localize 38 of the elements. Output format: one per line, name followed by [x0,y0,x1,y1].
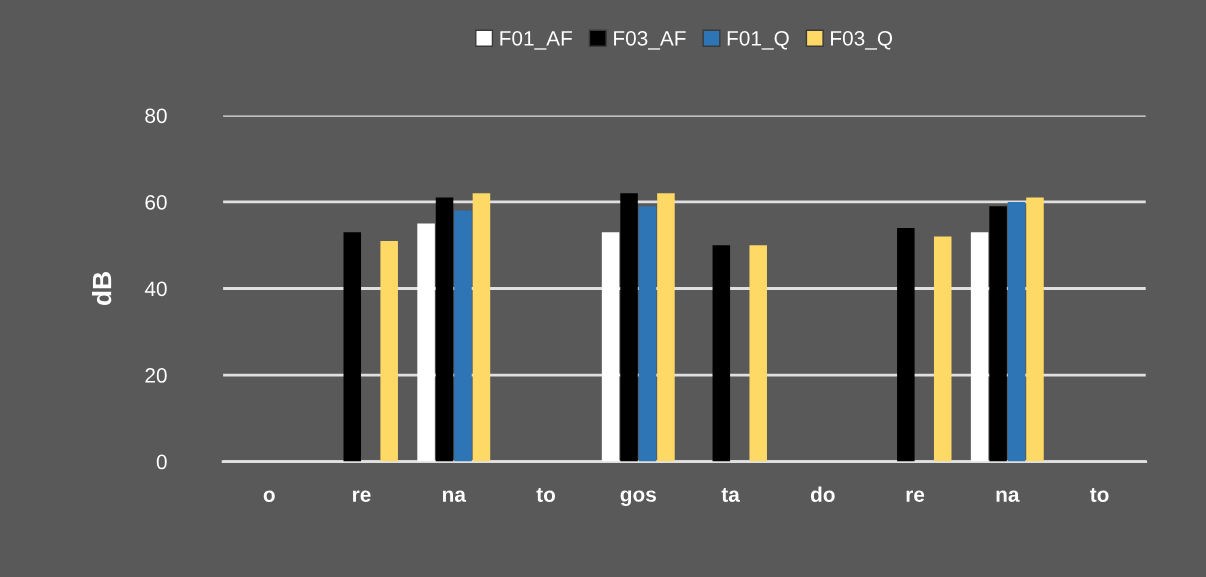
x-tick-label: to [1089,488,1109,502]
x-tick-label: re [353,490,371,502]
y-tick-label: 60 [145,194,167,210]
bar [601,232,620,462]
y-axis-title: dB [92,272,112,305]
bar [472,193,491,462]
bar [620,193,638,462]
bar [712,245,731,462]
y-tick-label: 0 [156,454,167,470]
bar [897,227,915,462]
bar [435,197,454,462]
y-tick-label: 20 [145,368,167,383]
bar [933,236,952,462]
bar [417,223,435,462]
bar [343,232,362,462]
bar [749,245,767,462]
bar [989,206,1007,462]
legend-label: F01_AF [500,30,572,50]
bar [1026,197,1044,462]
legend-label: F03_AF [614,30,686,50]
y-tick-label: 80 [145,108,167,124]
bar [454,210,472,462]
x-tick-label: ta [721,488,740,502]
bar [380,240,398,462]
y-tick-label: 40 [144,281,167,297]
x-tick-label: re [906,490,925,502]
bar [970,232,989,462]
legend-label: F01_Q [727,30,789,50]
x-tick-label: gos [620,490,656,507]
bar [657,193,675,462]
x-tick-label: do [810,486,835,502]
bar [638,206,657,462]
x-tick-label: to [536,488,556,502]
bar [1007,201,1026,462]
legend-label: F03_Q [831,30,893,50]
x-tick-label: o [263,490,275,502]
x-tick-label: na [442,490,467,502]
x-tick-label: na [996,490,1020,502]
